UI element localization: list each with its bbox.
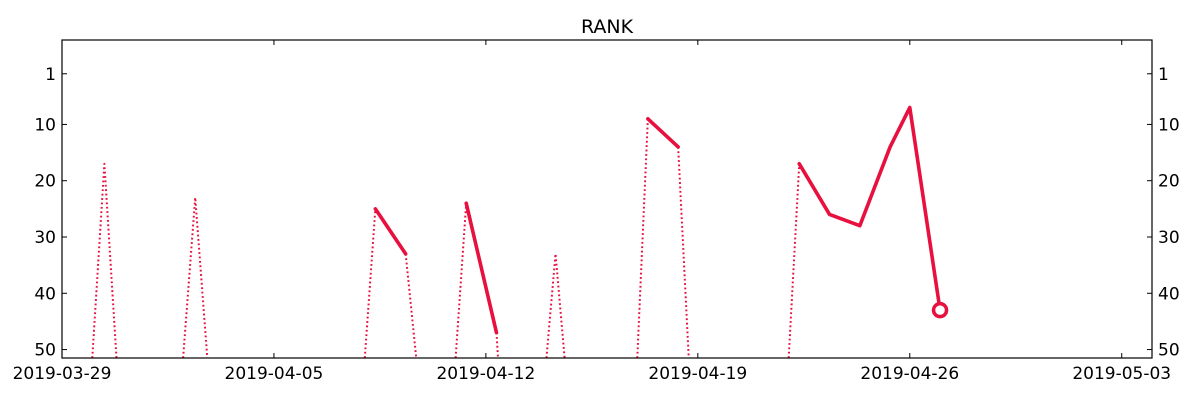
- y-tick-label-left-3: 30: [34, 228, 56, 248]
- solid-rank-segment-10: [646, 117, 680, 149]
- dotted-rank-segment-1: [182, 196, 209, 359]
- x-tick-label-3: 2019-04-19: [648, 364, 747, 384]
- y-tick-label-left-2: 20: [34, 172, 56, 192]
- x-tick-label-1: 2019-04-05: [225, 364, 324, 384]
- dotted-rank-segment-8: [545, 252, 566, 359]
- y-tick-label-left-1: 10: [34, 115, 56, 135]
- dotted-rank-segment-7: [495, 332, 499, 359]
- dotted-rank-segment-9: [636, 118, 649, 359]
- solid-rank-segment-13: [797, 105, 942, 312]
- last-rank-marker: [931, 301, 949, 319]
- y-tick-label-left-4: 40: [34, 284, 56, 304]
- dotted-rank-segment-0: [91, 162, 118, 359]
- y-tick-label-right-1: 10: [1158, 115, 1180, 135]
- x-tick-label-0: 2019-03-29: [13, 364, 112, 384]
- x-tick-label-5: 2019-05-03: [1072, 364, 1171, 384]
- x-tick-label-2: 2019-04-12: [436, 364, 535, 384]
- axes-layer: 2019-03-29 2019-04-05 2019-04-12 2019-04-19…: [13, 40, 1180, 384]
- dotted-rank-segment-11: [677, 146, 690, 359]
- y-tick-label-right-4: 40: [1158, 284, 1180, 304]
- dotted-rank-segment-5: [454, 203, 468, 359]
- plot-frame: [61, 39, 1153, 359]
- solid-rank-segment-6: [464, 201, 499, 335]
- chart-title: RANK: [581, 16, 634, 38]
- y-tick-label-right-3: 30: [1158, 228, 1180, 248]
- y-tick-label-left-5: 50: [34, 341, 56, 361]
- series-layer: [91, 105, 949, 359]
- dotted-rank-segment-4: [404, 253, 418, 359]
- solid-rank-segment-3: [373, 207, 408, 256]
- y-tick-label-right-0: 1: [1158, 65, 1169, 85]
- dotted-rank-segment-2: [363, 208, 377, 359]
- y-tick-label-right-2: 20: [1158, 172, 1180, 192]
- dotted-rank-segment-12: [787, 163, 801, 359]
- y-tick-label-left-0: 1: [45, 65, 56, 85]
- x-tick-label-4: 2019-04-26: [860, 364, 959, 384]
- y-tick-label-right-5: 50: [1158, 341, 1180, 361]
